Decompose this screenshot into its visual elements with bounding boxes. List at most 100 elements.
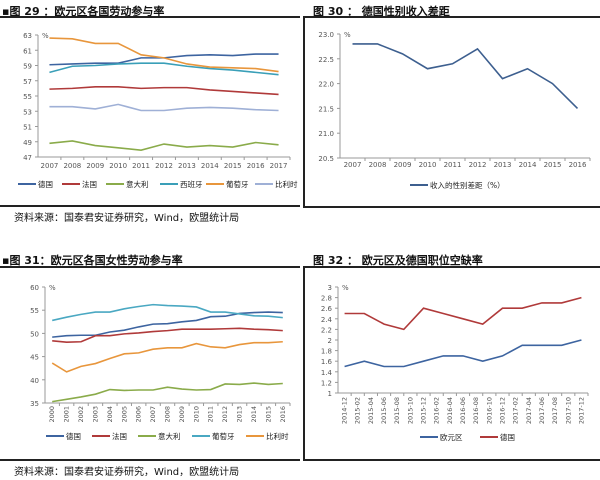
x-tick-label: 2015-08	[393, 397, 401, 424]
divider	[303, 459, 600, 461]
series-line-意大利	[52, 382, 283, 403]
source-note: 资料来源：国泰君安证券研究，Wind，欧盟统计局	[14, 213, 240, 224]
x-tick-label: 2016-12	[498, 397, 506, 424]
series-line-法国	[49, 86, 279, 96]
x-tick-label: 2017-04	[525, 397, 533, 424]
series-line-意大利	[49, 140, 279, 151]
y-tick-label: 21.5	[318, 105, 334, 113]
x-tick-label: 2013	[178, 162, 196, 170]
panel-border	[303, 266, 305, 461]
x-tick-label: 2016-06	[459, 397, 467, 424]
x-tick-label: 2015-12	[420, 397, 428, 424]
divider	[303, 206, 600, 208]
x-tick-label: 2017-10	[564, 397, 572, 424]
x-tick-label: 2016-08	[472, 397, 480, 424]
x-tick-label: 2017-12	[577, 397, 585, 424]
legend-label: 德国	[500, 432, 515, 442]
y-tick-label: 35	[30, 400, 39, 408]
y-tick-label: 2.6	[321, 305, 333, 313]
panel-border	[303, 16, 305, 207]
x-tick-label: 2008	[63, 162, 81, 170]
y-tick-label: 23.0	[318, 31, 334, 39]
x-tick-label: 2006	[135, 406, 143, 423]
x-tick-label: 2016-04	[446, 397, 454, 424]
y-tick-label: 1.2	[321, 379, 332, 387]
y-tick-label: 57	[23, 78, 32, 86]
x-tick-label: 2010	[419, 161, 437, 169]
x-tick-label: 2001	[63, 406, 71, 423]
x-tick-label: 2015	[264, 406, 272, 423]
y-tick-label: 3	[328, 284, 332, 292]
x-tick-label: 2015-06	[380, 397, 388, 424]
x-tick-label: 2008	[164, 406, 172, 423]
y-tick-label: 1.4	[321, 369, 333, 377]
y-tick-label: 59	[23, 63, 32, 71]
unit-label: %	[49, 284, 56, 292]
x-tick-label: 2013	[494, 161, 512, 169]
x-tick-label: 2014	[250, 406, 258, 423]
divider	[0, 459, 300, 461]
figure-30-title: 图 30 ： 德国性别收入差距	[313, 5, 450, 18]
legend-label: 法国	[82, 179, 97, 189]
x-tick-label: 2012	[155, 162, 173, 170]
divider	[0, 205, 300, 207]
legend-label: 德国	[66, 431, 81, 441]
series-line-收入的性别差距（%）	[352, 43, 579, 109]
y-tick-label: 49	[23, 139, 32, 147]
legend-label: 意大利	[126, 179, 149, 189]
legend-label: 比利时	[266, 431, 289, 441]
x-tick-label: 2013	[236, 406, 244, 423]
x-tick-label: 2017-08	[551, 397, 559, 424]
x-tick-label: 2016	[569, 161, 587, 169]
y-tick-label: 40	[30, 377, 39, 385]
source-note: 资料来源：国泰君安证券研究，Wind，欧盟统计局	[14, 467, 240, 478]
x-tick-label: 2016-10	[485, 397, 493, 424]
y-tick-label: 21.0	[318, 130, 334, 138]
y-tick-label: 53	[23, 108, 32, 116]
x-tick-label: 2017	[270, 162, 288, 170]
y-tick-label: 61	[23, 47, 32, 55]
x-tick-label: 2010	[192, 406, 200, 423]
y-tick-label: 55	[30, 307, 39, 315]
x-tick-label: 2003	[91, 406, 99, 423]
x-tick-label: 2014	[519, 161, 537, 169]
y-tick-label: 22.5	[318, 56, 334, 64]
divider	[0, 266, 300, 268]
x-tick-label: 2016	[279, 406, 287, 423]
x-tick-label: 2015	[544, 161, 562, 169]
y-tick-label: 51	[23, 124, 32, 132]
x-tick-label: 2011	[207, 406, 215, 423]
y-tick-label: 60	[30, 284, 39, 292]
divider	[303, 266, 600, 268]
series-line-比利时	[51, 340, 283, 373]
x-tick-label: 2007	[41, 162, 59, 170]
x-tick-label: 2005	[120, 406, 128, 423]
unit-label: %	[342, 284, 349, 292]
legend-label: 葡萄牙	[226, 179, 249, 189]
series-line-欧元区	[344, 339, 582, 368]
y-tick-label: 2.8	[321, 295, 332, 303]
legend-label: 收入的性别差距（%）	[430, 180, 505, 190]
y-tick-label: 50	[30, 330, 39, 338]
x-tick-label: 2012	[221, 406, 229, 423]
x-tick-label: 2007	[344, 161, 362, 169]
unit-label: %	[42, 32, 49, 40]
y-tick-label: 1.8	[321, 348, 332, 356]
y-tick-label: 2	[328, 337, 332, 345]
x-tick-label: 2009	[178, 406, 186, 423]
series-line-比利时	[49, 103, 279, 112]
y-tick-label: 20.5	[318, 155, 334, 163]
y-tick-label: 45	[30, 354, 39, 362]
unit-label: %	[344, 31, 351, 39]
x-tick-label: 2015-10	[406, 397, 414, 424]
y-tick-label: 2.2	[321, 326, 332, 334]
legend-label: 法国	[112, 431, 127, 441]
x-tick-label: 2011	[444, 161, 462, 169]
y-tick-label: 2.4	[321, 316, 333, 324]
x-tick-label: 2015-04	[367, 397, 375, 424]
y-tick-label: 1	[328, 390, 332, 398]
x-tick-label: 2016-02	[433, 397, 441, 424]
legend-label: 葡萄牙	[212, 431, 235, 441]
x-tick-label: 2004	[106, 406, 114, 423]
